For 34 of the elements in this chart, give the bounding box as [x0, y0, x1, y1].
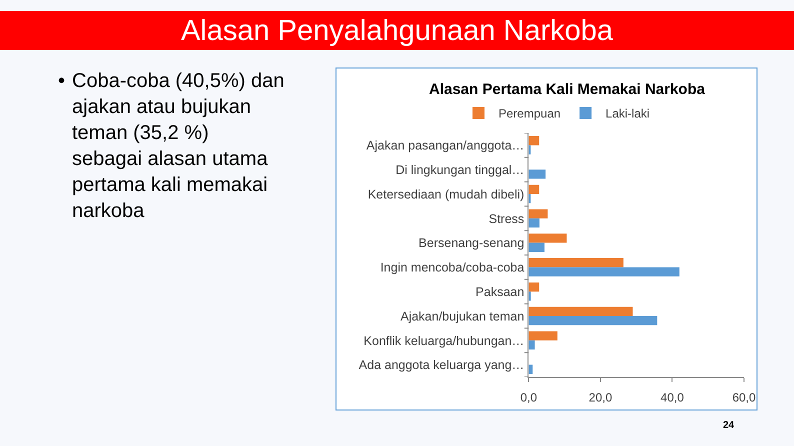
x-tick-label: 0,0	[520, 390, 538, 404]
bar	[528, 218, 540, 228]
bar	[528, 316, 658, 326]
y-tick-label: Di lingkungan tinggal…	[396, 162, 524, 177]
y-tick-label: Bersenang-senang	[418, 236, 524, 250]
bar	[528, 340, 535, 350]
y-tick-label: Ajakan/bujukan teman	[400, 309, 524, 324]
bar	[528, 306, 633, 316]
x-tick-label: 20,0	[588, 390, 612, 404]
bar	[528, 209, 548, 218]
x-tick-label: 40,0	[660, 390, 684, 404]
y-tick-label: Ketersediaan (mudah dibeli)	[368, 187, 524, 202]
bar	[528, 331, 558, 340]
y-tick-label: Ajakan pasangan/anggota…	[366, 138, 524, 153]
bar	[528, 267, 680, 276]
y-tick-label: Ada anggota keluarga yang…	[358, 358, 524, 372]
bar	[528, 136, 540, 146]
y-tick-label: Konflik keluarga/hubungan…	[364, 334, 524, 348]
chart-subtitle: Alasan Pertama Kali Memakai Narkoba	[429, 81, 706, 98]
text: • Coba-coba (40,5%) dan ajakan atau bujukan teman (35,2 %) sebagai alasan utama pertama kali memakai narkoba	[58, 70, 284, 222]
text: 24	[723, 420, 735, 431]
bar	[528, 234, 567, 243]
bar	[528, 242, 544, 252]
x-tick-label: 60,0	[732, 390, 756, 404]
bar	[528, 258, 624, 268]
bar	[528, 184, 540, 194]
y-tick-label: Paksaan	[476, 284, 524, 299]
bar	[528, 170, 546, 179]
legend-label: Laki-laki	[606, 106, 650, 121]
chart-title: Alasan Penyalahgunaan Narkoba	[180, 15, 614, 48]
bar	[528, 282, 540, 292]
y-tick-label: Stress	[488, 212, 524, 226]
y-tick-label: Ingin mencoba/coba-coba	[380, 260, 524, 275]
legend-label: Perempuan	[498, 106, 561, 121]
